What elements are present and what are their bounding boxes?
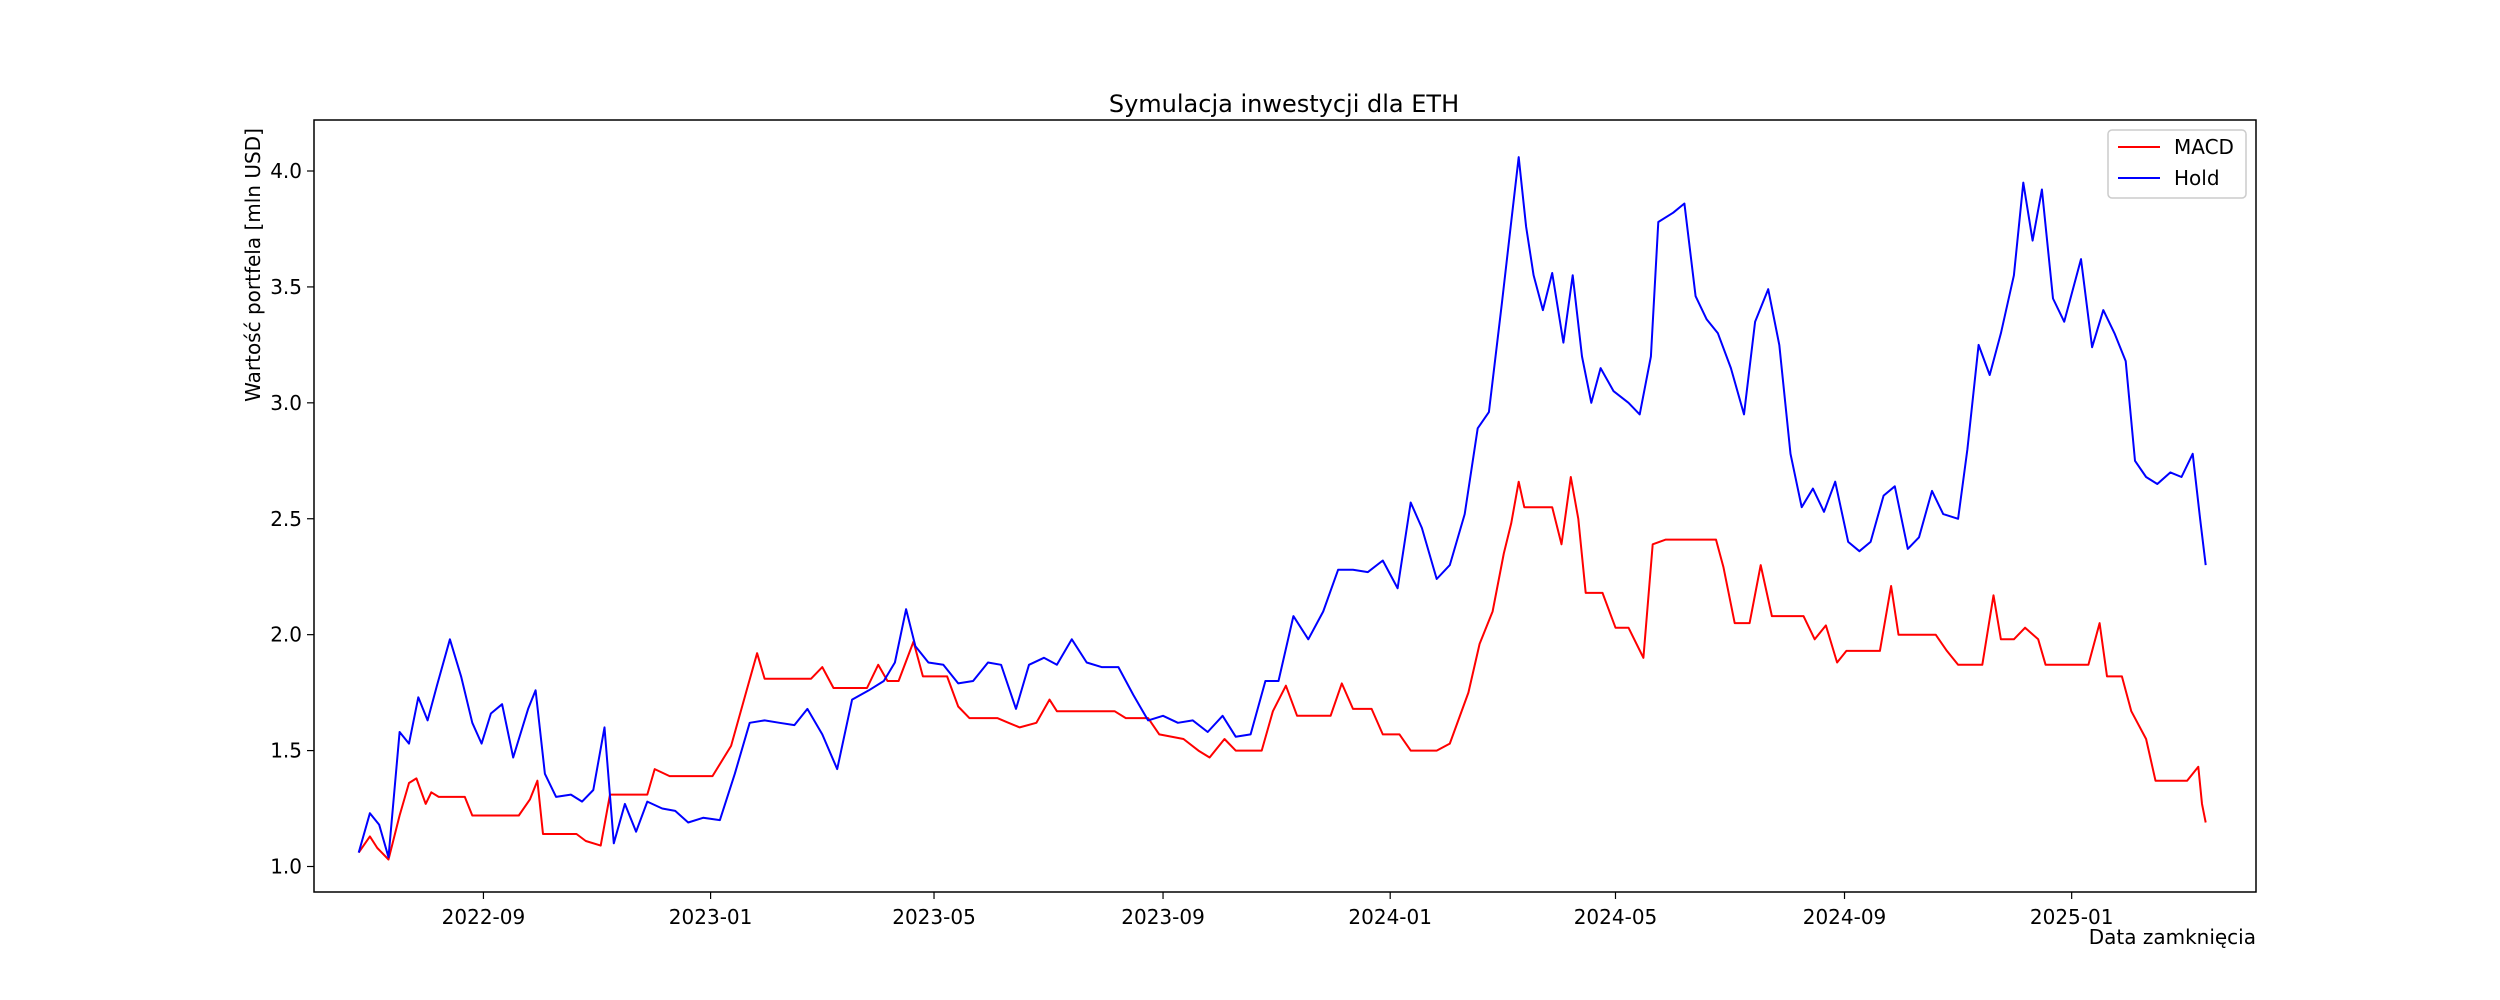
y-tick-label: 1.0 — [270, 854, 302, 878]
y-tick-label: 4.0 — [270, 159, 302, 183]
x-tick-label: 2024-09 — [1803, 905, 1887, 929]
y-axis-ticks: 1.0 1.5 2.0 2.5 3.0 3.5 4.0 — [270, 159, 314, 878]
series-group — [357, 156, 2207, 861]
y-tick-label: 3.5 — [270, 275, 302, 299]
x-tick-label: 2023-09 — [1121, 905, 1205, 929]
y-tick-label: 3.0 — [270, 391, 302, 415]
legend-label-hold: Hold — [2174, 166, 2220, 190]
series-line-hold — [357, 156, 2207, 859]
plot-frame — [313, 119, 2257, 893]
y-tick-label: 1.5 — [270, 739, 302, 763]
y-tick-label: 2.0 — [270, 623, 302, 647]
x-tick-label: 2024-05 — [1574, 905, 1658, 929]
chart-title: Symulacja inwestycji dla ETH — [1109, 90, 1459, 118]
x-tick-label: 2023-05 — [892, 905, 976, 929]
x-tick-label: 2023-01 — [669, 905, 753, 929]
x-tick-label: 2025-01 — [2030, 905, 2114, 929]
x-axis-label: Data zamknięcia — [2089, 925, 2256, 949]
y-tick-label: 2.5 — [270, 507, 302, 531]
x-tick-label: 2024-01 — [1348, 905, 1432, 929]
series-line-macd — [357, 476, 2207, 861]
x-axis-ticks: 2022-09 2023-01 2023-05 2023-09 2024-01 2024-… — [442, 892, 2114, 929]
y-axis-label: Wartość portfela [mln USD] — [241, 128, 265, 402]
legend-label-macd: MACD — [2174, 135, 2234, 159]
legend: MACD Hold — [2107, 129, 2247, 199]
x-tick-label: 2022-09 — [442, 905, 526, 929]
